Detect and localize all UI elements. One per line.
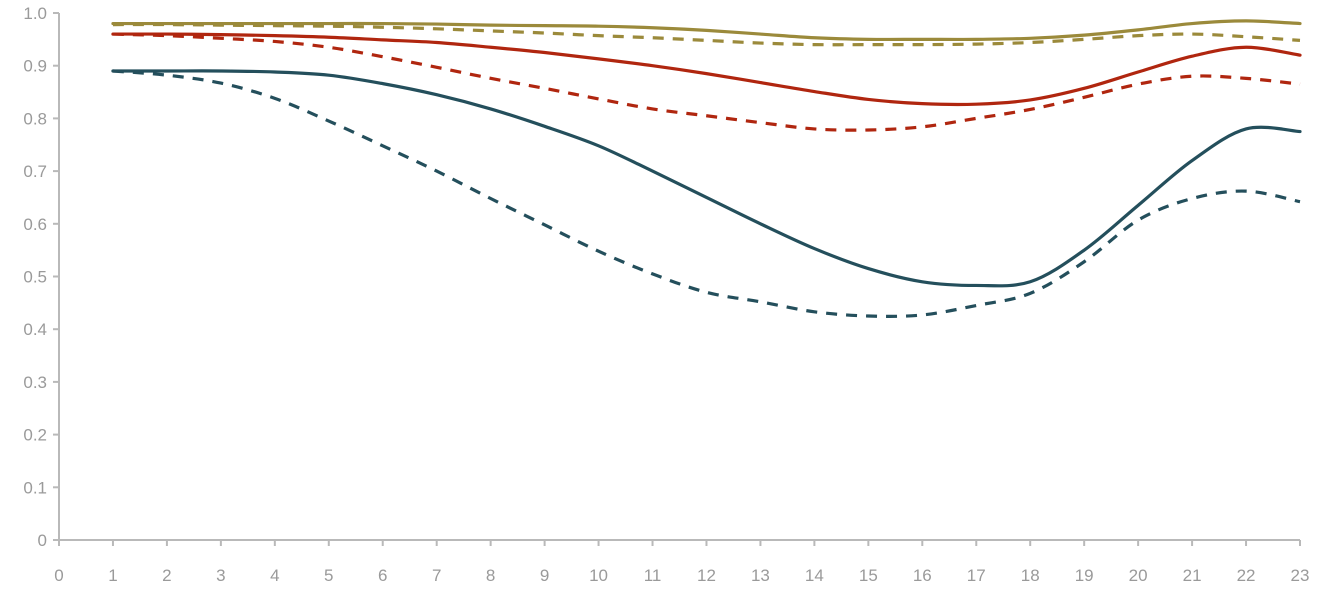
axes: 00.10.20.30.40.50.60.70.80.91.00 1 2 3 4 5 6 7 8… <box>23 4 1309 585</box>
x-tick-label: 4 <box>270 566 279 585</box>
x-tick-label: 19 <box>1075 566 1094 585</box>
x-tick-label: 15 <box>859 566 878 585</box>
y-tick-label: 0.1 <box>23 478 47 497</box>
y-tick-label: 0.9 <box>23 57 47 76</box>
y-tick-label: 0.4 <box>23 320 47 339</box>
y-tick-label: 0.6 <box>23 215 47 234</box>
series-line-1 <box>111 19 1302 42</box>
series-lines <box>111 19 1302 318</box>
y-tick-label: 0.7 <box>23 162 47 181</box>
x-tick-label: 21 <box>1183 566 1202 585</box>
x-tick-label: 2 <box>162 566 171 585</box>
y-tick-label: 0.3 <box>23 373 47 392</box>
y-tick-label: 0.5 <box>23 268 47 287</box>
x-tick-label: 23 <box>1291 566 1310 585</box>
x-tick-label: 17 <box>967 566 986 585</box>
series-line-4 <box>112 32 1301 132</box>
series-line-6 <box>112 69 1301 318</box>
x-tick-label: 13 <box>751 566 770 585</box>
x-tick-label: 9 <box>540 566 549 585</box>
x-tick-label: 8 <box>486 566 495 585</box>
x-tick-label: 1 <box>108 566 117 585</box>
x-tick-label: 16 <box>913 566 932 585</box>
x-tick-label: 18 <box>1021 566 1040 585</box>
x-tick-label: 22 <box>1237 566 1256 585</box>
x-tick-label: 7 <box>432 566 441 585</box>
x-tick-label: 10 <box>589 566 608 585</box>
series-line-2 <box>112 22 1301 47</box>
x-tick-label: 11 <box>644 566 662 585</box>
x-tick-label: 6 <box>378 566 387 585</box>
x-tick-label: 0 <box>54 566 63 585</box>
x-tick-label: 5 <box>324 566 333 585</box>
x-tick-label: 12 <box>697 566 716 585</box>
x-tick-label: 3 <box>216 566 225 585</box>
x-tick-label: 14 <box>805 566 824 585</box>
y-tick-label: 0 <box>38 531 47 550</box>
y-tick-label: 0.8 <box>23 109 47 128</box>
series-line-5 <box>111 69 1302 288</box>
y-tick-label: 0.2 <box>23 426 47 445</box>
series-line-3 <box>111 32 1302 107</box>
y-tick-label: 1.0 <box>23 4 47 23</box>
x-tick-label: 20 <box>1129 566 1148 585</box>
